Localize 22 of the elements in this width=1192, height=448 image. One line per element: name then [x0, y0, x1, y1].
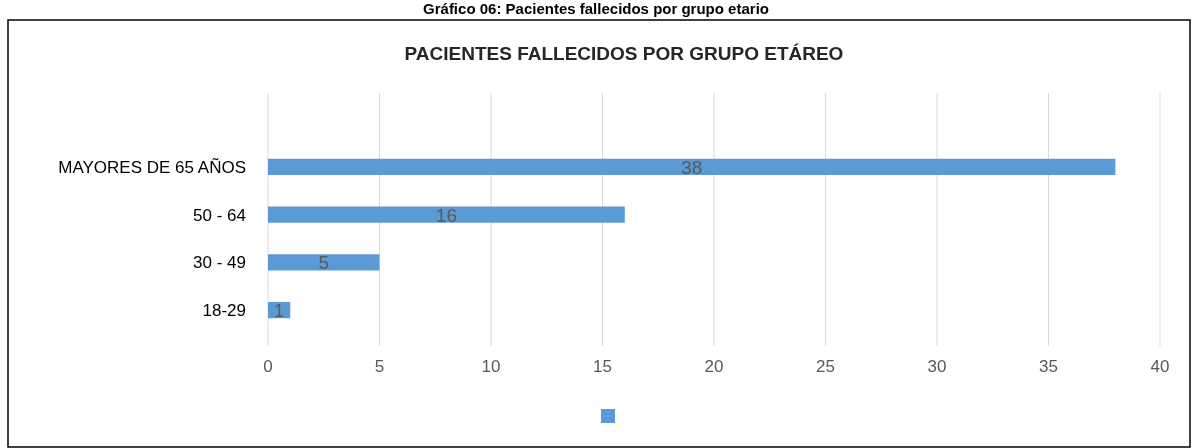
x-tick-label: 20 — [704, 357, 724, 376]
y-tick-label: 50 - 64 — [193, 205, 246, 225]
x-tick-label: 40 — [1150, 357, 1170, 376]
bar — [268, 206, 625, 223]
chart-title: PACIENTES FALLECIDOS POR GRUPO ETÁREO — [404, 43, 844, 64]
x-tick-label: 35 — [1039, 357, 1058, 376]
data-label: 1 — [273, 300, 285, 322]
bar — [268, 158, 1116, 175]
data-label: 16 — [435, 204, 457, 226]
chart-subtitle: Gráfico 06: Pacientes fallecidos por grupo etario — [423, 0, 769, 17]
y-tick-label: 18-29 — [202, 301, 246, 321]
x-tick-label: 25 — [816, 357, 835, 376]
x-tick-label: 10 — [481, 357, 501, 376]
data-label: 38 — [681, 156, 703, 178]
y-tick-label: 30 - 49 — [193, 253, 246, 273]
x-tick-label: 30 — [927, 357, 947, 376]
x-tick-label: 15 — [593, 357, 612, 376]
x-tick-label: 5 — [374, 357, 385, 376]
x-tick-label: 0 — [263, 357, 273, 376]
data-label: 5 — [318, 252, 330, 274]
bar — [268, 254, 380, 271]
y-tick-label: MAYORES DE 65 AÑOS — [58, 157, 246, 177]
